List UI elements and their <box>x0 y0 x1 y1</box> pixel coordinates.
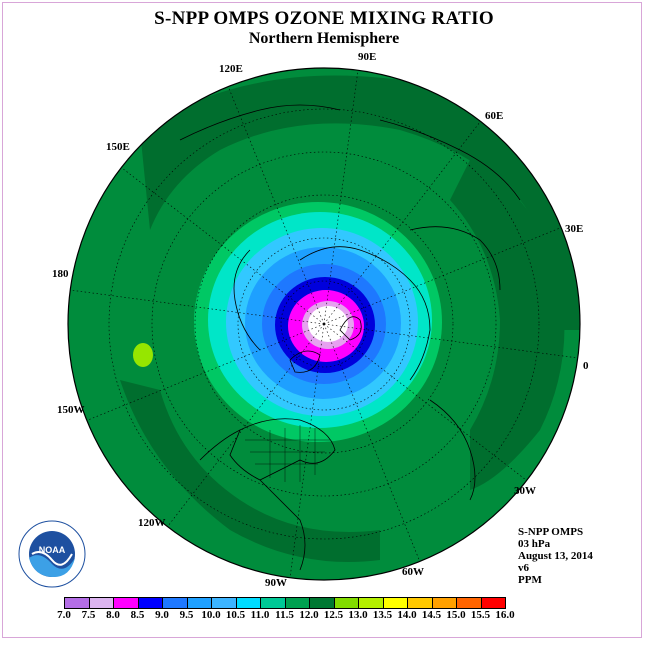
colorbar-swatch <box>261 598 286 608</box>
meridians <box>69 69 579 579</box>
lon-label-120e: 120E <box>219 63 243 75</box>
colorbar-swatch <box>481 598 506 608</box>
colorbar-tick-label: 12.5 <box>323 609 344 621</box>
info-version: v6 <box>518 562 529 574</box>
colorbar-swatch <box>432 598 457 608</box>
colorbar-tick-label: 14.5 <box>421 609 442 621</box>
colorbar-tick-label: 13.0 <box>348 609 368 621</box>
colorbar-swatch <box>138 598 163 608</box>
colorbar-tick-label: 7.0 <box>57 609 71 621</box>
colorbar-tick-label: 8.0 <box>106 609 120 621</box>
lon-label-150e: 150E <box>106 141 130 153</box>
noaa-logo: NOAA <box>18 520 86 588</box>
info-date: August 13, 2014 <box>518 550 593 562</box>
colorbar-ticks: 7.0 7.5 8.0 8.5 9.0 9.5 10.0 10.5 11.0 11.5 12.0 12… <box>0 609 648 623</box>
noaa-logo-text: NOAA <box>39 545 66 555</box>
lon-label-90e: 90E <box>358 51 377 63</box>
colorbar-tick-label: 16.0 <box>495 609 515 621</box>
colorbar-swatch <box>212 598 237 608</box>
colorbar <box>64 597 506 609</box>
colorbar-tick-label: 7.5 <box>81 609 96 621</box>
lon-label-0: 0 <box>583 360 589 372</box>
map-title: S-NPP OMPS OZONE MIXING RATIO <box>154 8 494 29</box>
info-level: 03 hPa <box>518 538 551 550</box>
colorbar-tick-label: 15.0 <box>446 609 466 621</box>
dark-green-band-north <box>140 75 580 330</box>
lon-label-60w: 60W <box>402 566 424 578</box>
coastlines <box>179 104 521 571</box>
colorbar-tick-label: 9.5 <box>179 609 194 621</box>
map-border <box>67 67 581 581</box>
colorbar-swatch <box>285 598 310 608</box>
figure-frame <box>2 2 642 638</box>
latitude-circles <box>108 108 540 540</box>
colorbar-tick-label: 9.0 <box>155 609 169 621</box>
colorbar-tick-label: 14.0 <box>397 609 417 621</box>
colorbar-swatch <box>65 598 90 608</box>
lime-blob <box>133 343 153 367</box>
dark-green-band-east <box>450 160 565 490</box>
lon-label-180: 180 <box>52 268 69 280</box>
colorbar-swatch <box>383 598 408 608</box>
colorbar-swatch <box>163 598 188 608</box>
info-units: PPM <box>518 574 542 586</box>
colorbar-tick-label: 10.0 <box>201 609 221 621</box>
colorbar-swatch <box>408 598 433 608</box>
colorbar-swatch <box>359 598 384 608</box>
colorbar-tick-label: 10.5 <box>225 609 246 621</box>
colorbar-tick-label: 12.0 <box>299 609 319 621</box>
colorbar-swatch <box>310 598 335 608</box>
colorbar-swatch <box>457 598 482 608</box>
state-borders <box>245 425 330 482</box>
colorbar-swatch <box>187 598 212 608</box>
colorbar-tick-label: 11.0 <box>250 609 270 621</box>
lon-label-120w: 120W <box>138 517 166 529</box>
colorbar-swatch <box>236 598 261 608</box>
colorbar-tick-label: 13.5 <box>372 609 393 621</box>
map-subtitle: Northern Hemisphere <box>248 30 400 47</box>
colorbar-swatch <box>89 598 114 608</box>
lon-label-90w: 90W <box>265 577 287 589</box>
pole-missing-data <box>308 306 348 342</box>
colorbar-tick-label: 8.5 <box>130 609 145 621</box>
colorbar-tick-label: 15.5 <box>470 609 491 621</box>
lon-label-150w: 150W <box>57 404 85 416</box>
lon-label-30e: 30E <box>565 223 584 235</box>
lon-label-30w: 30W <box>514 485 536 497</box>
colorbar-swatch <box>114 598 139 608</box>
colorbar-swatch <box>334 598 359 608</box>
info-block: S-NPP OMPS 03 hPa August 13, 2014 v6 PPM <box>518 526 593 586</box>
lon-label-60e: 60E <box>485 110 504 122</box>
colorbar-tick-label: 11.5 <box>275 609 294 621</box>
info-instrument: S-NPP OMPS <box>518 526 584 538</box>
